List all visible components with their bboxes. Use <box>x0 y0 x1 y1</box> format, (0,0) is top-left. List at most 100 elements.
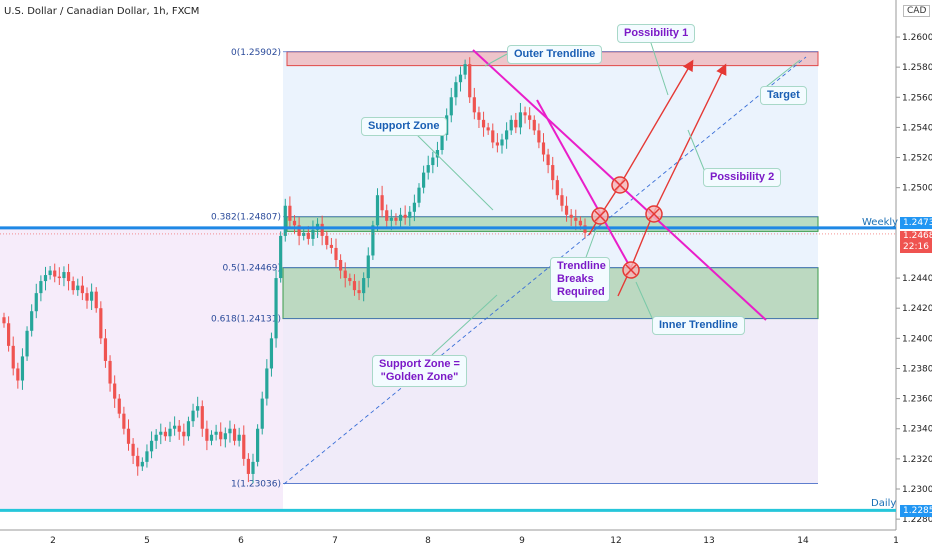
candle-body <box>11 345 15 369</box>
candle-body <box>103 338 108 361</box>
callout-pointer <box>649 39 669 96</box>
candle-body <box>362 278 366 294</box>
candle-body <box>136 455 140 467</box>
breakout-marker-cross <box>594 210 606 222</box>
candle-body <box>25 330 29 357</box>
candle-body <box>537 130 541 143</box>
currency-badge-label: CAD <box>907 6 927 16</box>
weekly-price-tag: 1.24733 <box>900 217 932 229</box>
candle-body <box>237 434 241 441</box>
callout-pointer <box>431 294 498 356</box>
support-zone-label: Support Zone <box>361 117 447 136</box>
candle-body <box>173 425 177 429</box>
candle-body <box>242 434 246 459</box>
candle-body <box>274 278 278 339</box>
price-tick-label: 1.25600 <box>902 93 932 103</box>
candle-body <box>90 291 94 301</box>
candle-body <box>122 413 126 429</box>
callout-pointer <box>635 281 653 319</box>
breakout-marker-cross <box>648 208 660 220</box>
candle-body <box>445 115 449 135</box>
possibility-1-arrow <box>588 59 694 236</box>
candle-body <box>117 398 121 414</box>
candle-body <box>398 214 403 221</box>
target-text: Target <box>767 89 800 101</box>
breakout-marker <box>622 261 640 279</box>
time-tick-label: 5 <box>144 536 150 546</box>
possibility-2-arrow <box>617 63 727 297</box>
candle-body <box>80 285 84 294</box>
inner-trendline-label: Inner Trendline <box>652 316 745 335</box>
candle-body <box>145 451 149 462</box>
trendline-breaks-line-3: Required <box>557 286 605 298</box>
candle-body <box>440 134 444 150</box>
currency-badge[interactable]: CAD <box>903 5 931 17</box>
candle-body <box>154 434 158 441</box>
candle-body <box>39 281 43 294</box>
price-tick-label: 1.23600 <box>902 395 932 405</box>
candle-body <box>560 195 564 206</box>
candle-body <box>7 323 11 346</box>
candle-body <box>149 440 154 452</box>
candle-body <box>574 217 578 221</box>
candle-body <box>30 311 34 331</box>
candle-body <box>126 428 131 444</box>
trendline-breaks-line-1: Trendline <box>557 260 606 272</box>
price-tick-label: 1.24200 <box>902 304 932 314</box>
candle-body <box>219 431 223 440</box>
time-tick-label: 9 <box>519 536 525 546</box>
breakout-marker <box>611 176 629 194</box>
candle-body <box>306 232 310 239</box>
candle-body <box>256 428 260 462</box>
callout-pointer <box>484 53 508 67</box>
time-tick-label: 2 <box>50 536 56 546</box>
price-tick-label: 1.23800 <box>902 364 932 374</box>
golden-zone-label: Support Zone = "Golden Zone" <box>372 355 467 387</box>
breakout-marker <box>591 207 609 225</box>
candle-body <box>449 97 453 116</box>
golden-zone-line-1: Support Zone = <box>379 358 460 370</box>
candle-body <box>422 172 426 188</box>
candle-body <box>57 276 61 279</box>
outer-trendline-text: Outer Trendline <box>514 48 596 60</box>
candle-body <box>191 410 195 422</box>
candle-body <box>546 154 550 166</box>
candle-body <box>182 431 186 437</box>
price-tick-label: 1.25200 <box>902 154 932 164</box>
candle-body <box>357 290 361 294</box>
candle-body <box>140 461 144 467</box>
candle-body <box>113 383 117 399</box>
candle-body <box>62 272 66 279</box>
candle-body <box>403 214 407 218</box>
candle-body <box>523 112 527 116</box>
price-tick-label: 1.23200 <box>902 455 932 465</box>
price-tick-label: 1.24400 <box>902 274 932 284</box>
price-tick-label: 1.26000 <box>902 33 932 43</box>
candle-body <box>297 225 301 236</box>
candles <box>2 57 587 484</box>
candle-body <box>94 291 98 309</box>
callout-pointer <box>687 129 706 173</box>
candle-body <box>246 458 250 474</box>
candle-body <box>472 97 476 113</box>
possibility-1-text: Possibility 1 <box>624 27 689 39</box>
candle-body <box>329 244 333 248</box>
candle-body <box>48 270 52 276</box>
candle-body <box>366 255 370 279</box>
candle-body <box>454 82 458 98</box>
candle-body <box>389 217 393 221</box>
price-tick-label: 1.25000 <box>902 184 932 194</box>
fib-zone-upper <box>283 51 818 268</box>
target-label: Target <box>760 86 807 105</box>
candle-body <box>514 119 518 128</box>
candle-body <box>2 317 6 324</box>
candle-body <box>66 272 71 282</box>
countdown-value: 22:16 <box>903 242 929 252</box>
time-tick-label: 1 <box>893 536 899 546</box>
candle-body <box>412 202 416 212</box>
candle-body <box>435 150 440 158</box>
candle-body <box>260 398 264 429</box>
candle-body <box>186 421 191 437</box>
candle-body <box>214 431 218 435</box>
